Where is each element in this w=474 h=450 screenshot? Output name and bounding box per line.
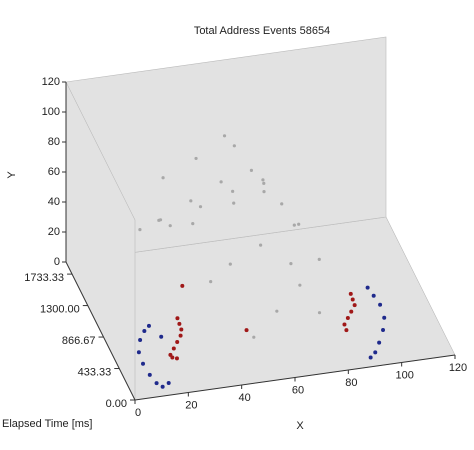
x-tick-label: 80 [345, 377, 357, 389]
z-axis [65, 261, 136, 401]
point [289, 262, 293, 266]
point [180, 283, 185, 288]
z-tick-label: 0.00 [106, 398, 127, 410]
point [249, 168, 254, 172]
point [275, 309, 279, 313]
point [381, 328, 386, 333]
point [166, 380, 171, 385]
y-tick-label: 0 [54, 256, 60, 268]
point [317, 257, 321, 261]
point [244, 328, 249, 333]
point [292, 223, 296, 227]
z-tick-label: 866.67 [62, 335, 96, 347]
point [352, 303, 357, 308]
point [252, 335, 256, 339]
point [141, 361, 146, 366]
point [382, 315, 387, 320]
point [177, 321, 182, 326]
x-tick-label: 0 [135, 407, 141, 419]
point [368, 355, 373, 360]
point [147, 372, 152, 377]
point [161, 176, 165, 180]
x-tick-label: 20 [185, 399, 197, 411]
y-tick-label: 60 [48, 166, 60, 178]
point [168, 224, 172, 228]
z-tick-label: 433.33 [78, 366, 112, 378]
point [371, 293, 376, 298]
point [179, 327, 184, 332]
x-tick-label: 120 [449, 362, 467, 374]
x-tick-label: 40 [239, 392, 251, 404]
point [259, 243, 263, 247]
y-tick-label: 80 [48, 136, 60, 148]
point [170, 355, 175, 360]
point [178, 333, 183, 338]
point [261, 178, 265, 182]
point [228, 262, 232, 266]
point [209, 280, 213, 284]
y-tick-label: 100 [42, 106, 60, 118]
point [350, 297, 355, 302]
point [194, 156, 198, 161]
point [136, 350, 141, 355]
point [219, 180, 223, 184]
point [232, 201, 236, 205]
y-tick-label: 120 [42, 76, 60, 88]
point [345, 316, 350, 321]
point [377, 340, 382, 345]
chart-title: Total Address Events 58654 [194, 25, 330, 37]
point [349, 309, 354, 314]
point [171, 346, 176, 351]
point [344, 328, 349, 333]
point [222, 134, 227, 138]
y-tick-label: 40 [48, 196, 60, 208]
point [317, 311, 322, 315]
point [154, 381, 159, 386]
point [191, 221, 195, 226]
z-tick-label: 1733.33 [24, 272, 64, 284]
point [138, 337, 143, 342]
point [280, 202, 284, 206]
point [146, 323, 151, 328]
point [231, 189, 235, 193]
point [160, 384, 165, 389]
point [142, 329, 147, 334]
point [189, 199, 193, 203]
point [175, 316, 180, 321]
point [198, 205, 203, 209]
point [262, 181, 266, 185]
point [348, 291, 353, 296]
point [157, 218, 161, 222]
point [174, 356, 179, 361]
y-axis-label: Y [6, 171, 18, 179]
point [262, 190, 266, 194]
point [342, 322, 347, 327]
point [373, 350, 378, 355]
point [159, 334, 164, 339]
x-axis-label: X [296, 420, 304, 432]
point [378, 302, 383, 307]
x-tick-label: 60 [292, 384, 304, 396]
x-tick-label: 100 [395, 369, 413, 381]
z-tick-label: 1300.00 [40, 303, 80, 315]
point [298, 283, 302, 287]
point [365, 285, 370, 290]
point [138, 228, 142, 232]
point [297, 222, 301, 226]
point [175, 340, 180, 345]
y-tick-label: 20 [48, 226, 60, 238]
z-axis-label: Elapsed Time [ms] [2, 418, 92, 430]
point [232, 144, 236, 148]
